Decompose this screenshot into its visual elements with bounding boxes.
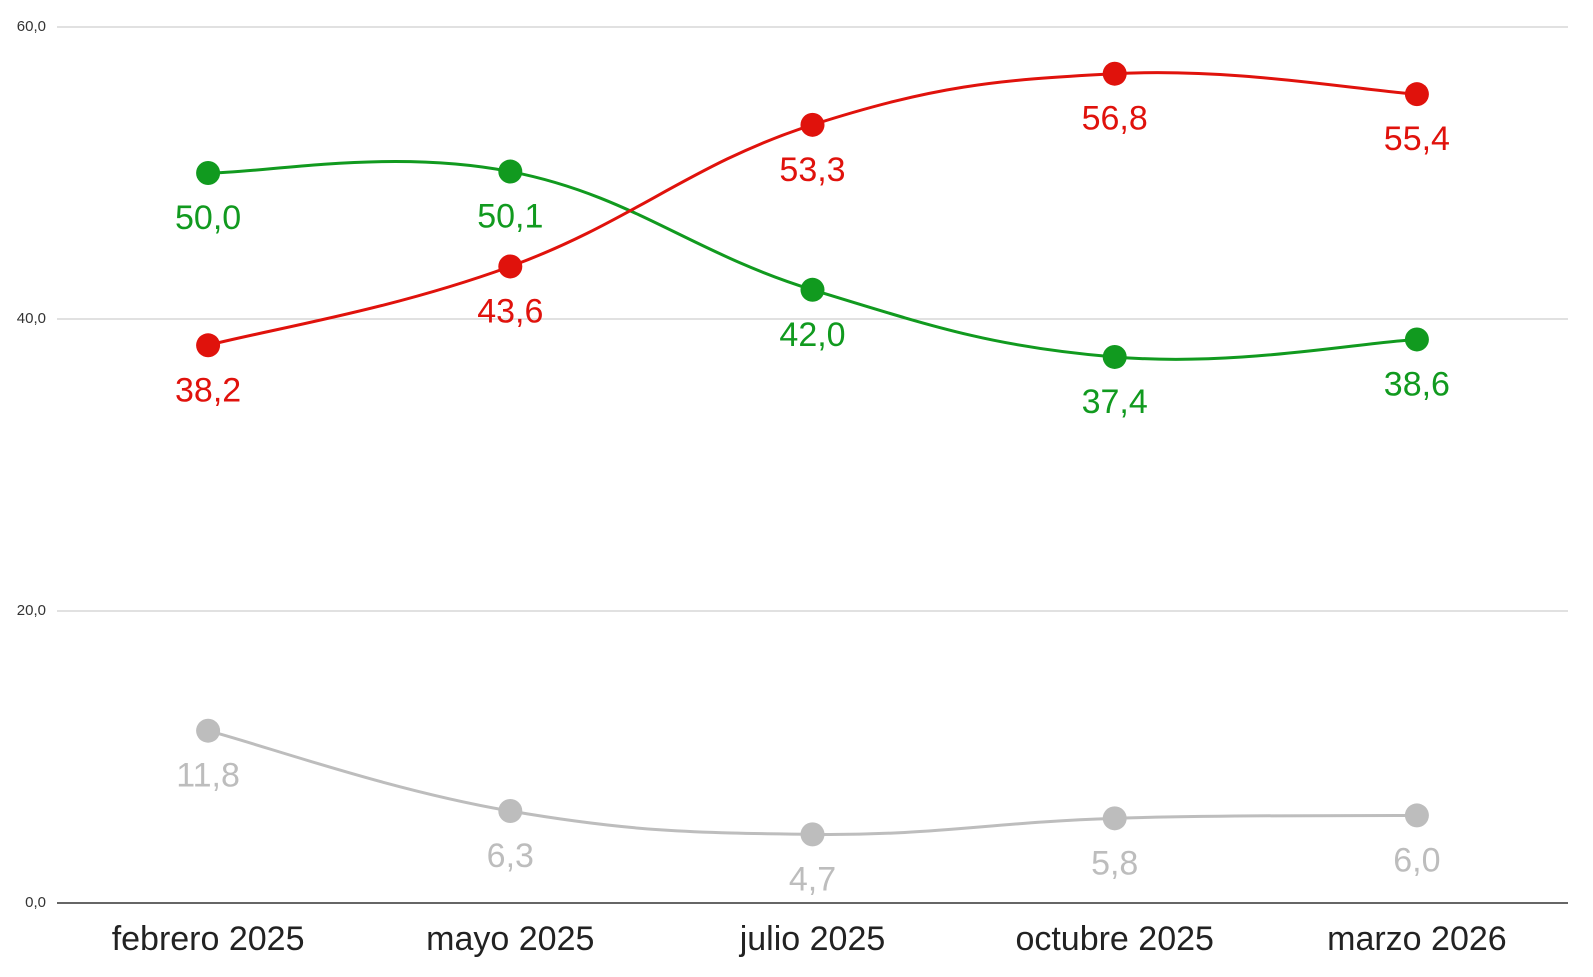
data-point — [1404, 327, 1429, 352]
data-label: 42,0 — [779, 316, 845, 354]
y-tick-label: 60,0 — [17, 18, 46, 35]
data-point — [800, 822, 825, 847]
data-label: 55,4 — [1384, 120, 1450, 158]
data-label: 37,4 — [1082, 383, 1148, 421]
data-label: 53,3 — [779, 151, 845, 189]
data-point — [1102, 61, 1127, 86]
data-point — [196, 718, 221, 743]
data-point — [196, 333, 221, 358]
data-point — [1404, 803, 1429, 828]
data-label: 43,6 — [477, 292, 543, 330]
x-tick-label: marzo 2026 — [1327, 920, 1507, 958]
data-point — [1404, 82, 1429, 107]
data-label: 11,8 — [176, 757, 240, 795]
data-point — [196, 161, 221, 185]
data-label: 56,8 — [1082, 100, 1148, 138]
data-label: 6,0 — [1393, 841, 1440, 879]
data-label: 50,0 — [175, 199, 241, 237]
data-label: 38,6 — [1384, 365, 1450, 403]
data-point — [800, 112, 825, 137]
data-label: 38,2 — [175, 371, 241, 409]
series-line — [207, 729, 1417, 836]
data-label: 50,1 — [477, 198, 543, 236]
data-label: 6,3 — [487, 837, 534, 875]
y-tick-label: 20,0 — [17, 602, 46, 619]
data-label: 4,7 — [789, 860, 836, 898]
x-tick-label: febrero 2025 — [112, 920, 305, 958]
data-point — [498, 254, 523, 279]
x-tick-label: octubre 2025 — [1015, 920, 1214, 958]
data-point — [800, 277, 825, 302]
y-tick-label: 0,0 — [25, 894, 46, 911]
data-point — [498, 159, 523, 184]
data-point — [1102, 806, 1127, 831]
data-label: 5,8 — [1091, 844, 1138, 882]
x-tick-label: julio 2025 — [739, 920, 886, 958]
data-point — [1102, 344, 1127, 369]
y-tick-label: 40,0 — [17, 310, 46, 327]
x-tick-label: mayo 2025 — [426, 920, 594, 958]
data-point — [498, 799, 523, 824]
